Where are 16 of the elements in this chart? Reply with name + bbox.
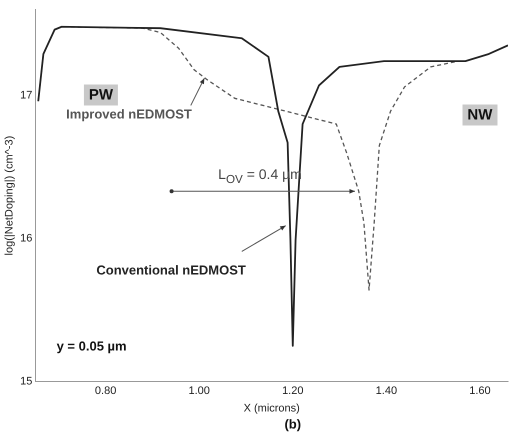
x-tick-label: 1.40 <box>376 385 398 398</box>
annotation: NW <box>462 104 498 126</box>
annotation: PW <box>84 84 118 106</box>
y-tick-label: 15 <box>20 376 32 388</box>
text: Improved nEDMOST <box>66 106 192 122</box>
x-tick-label: 0.80 <box>94 385 116 398</box>
text: Conventional nEDMOST <box>96 262 246 278</box>
x-tick-label: 1.00 <box>188 385 210 398</box>
x-axis-title: X (microns) <box>244 402 300 414</box>
x-tick-label: 1.20 <box>282 385 304 398</box>
x-tick-label: 1.60 <box>469 385 491 398</box>
text: (b) <box>284 416 302 432</box>
y-tick-label: 17 <box>20 89 32 102</box>
y-axis-title: log(|NetDoping|) (cm^-3) <box>4 136 16 256</box>
y-tick-label: 16 <box>20 232 32 245</box>
annotation: y = 0.05 µm <box>56 338 127 354</box>
